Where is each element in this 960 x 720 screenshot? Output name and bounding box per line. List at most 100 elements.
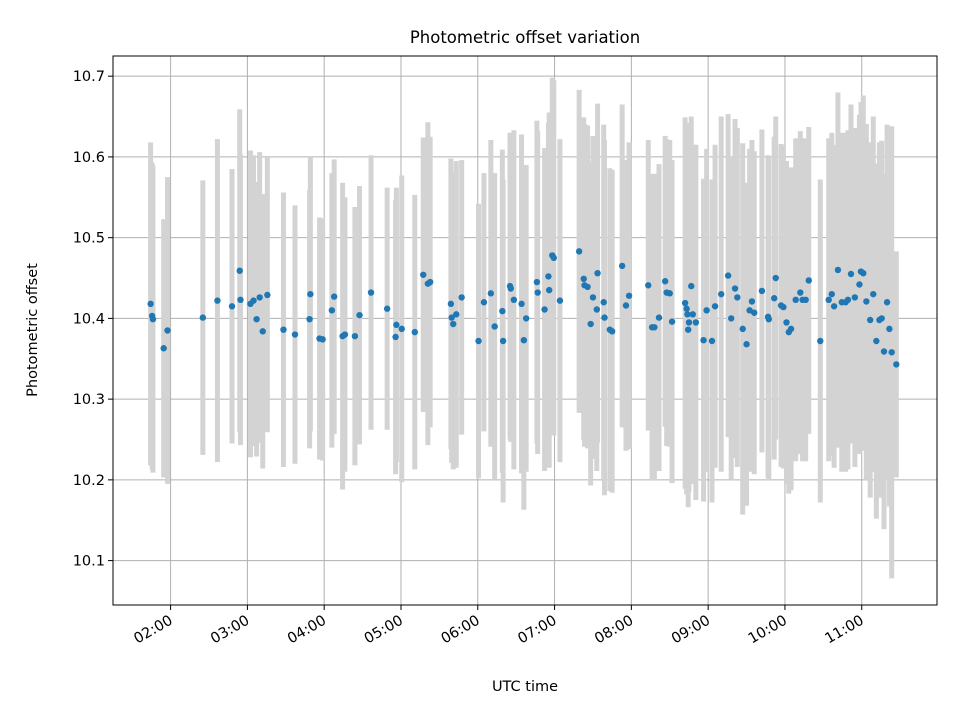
data-point	[685, 319, 693, 326]
data-point	[688, 282, 695, 290]
data-point	[545, 273, 552, 280]
y-tick-label: 10.4	[73, 311, 105, 327]
data-point	[589, 294, 597, 301]
data-point	[743, 341, 750, 348]
data-point	[259, 328, 266, 335]
y-axis-ticks: 10.1 10.2 10.3 10.4 10.5 10.6 10.7	[73, 69, 113, 570]
data-point	[584, 283, 591, 291]
data-point	[383, 305, 391, 312]
data-point	[491, 323, 498, 330]
data-point	[550, 254, 557, 262]
data-point	[666, 290, 673, 297]
data-point	[622, 302, 630, 309]
data-point	[711, 303, 719, 310]
data-point	[487, 290, 495, 297]
data-point	[411, 328, 419, 336]
data-point	[834, 266, 842, 274]
data-point	[420, 271, 427, 278]
data-point	[291, 331, 299, 338]
data-point	[600, 299, 607, 306]
data-point	[700, 336, 707, 344]
y-tick-label: 10.6	[73, 150, 105, 166]
data-point	[792, 296, 799, 304]
chart-title: Photometric offset variation	[410, 28, 640, 47]
data-point	[393, 321, 400, 329]
x-axis-label: UTC time	[492, 679, 558, 695]
data-point	[886, 325, 893, 333]
y-tick-label: 10.7	[73, 69, 105, 85]
data-point	[594, 269, 601, 277]
data-point	[873, 337, 880, 345]
data-point	[147, 300, 154, 308]
data-point	[475, 337, 482, 345]
data-point	[458, 294, 465, 301]
data-point	[739, 325, 746, 333]
data-point	[214, 297, 221, 304]
data-point	[780, 303, 787, 311]
data-point	[828, 290, 835, 298]
data-point	[330, 293, 338, 300]
data-point	[817, 337, 824, 345]
data-point	[692, 319, 700, 326]
data-point	[731, 285, 739, 292]
data-point	[863, 298, 870, 305]
data-point	[797, 289, 804, 296]
data-point	[237, 296, 244, 304]
data-point	[844, 296, 852, 304]
data-point	[883, 299, 891, 306]
data-point	[575, 248, 583, 255]
data-point	[772, 274, 779, 282]
data-point	[534, 289, 541, 296]
y-tick-label: 10.1	[73, 554, 105, 570]
data-point	[645, 282, 652, 289]
data-point	[448, 314, 455, 321]
data-point	[160, 345, 167, 352]
data-point	[398, 325, 405, 333]
data-point	[256, 294, 263, 301]
data-point	[319, 336, 326, 343]
data-point	[783, 319, 790, 326]
data-point	[545, 286, 553, 294]
data-point	[541, 306, 548, 313]
data-point	[341, 331, 349, 338]
data-point	[556, 297, 564, 304]
y-tick-label: 10.2	[73, 473, 105, 489]
data-point	[661, 278, 669, 285]
data-point	[683, 305, 690, 312]
data-point	[880, 348, 888, 355]
data-point	[199, 314, 207, 321]
data-point	[684, 326, 692, 333]
y-tick-label: 10.5	[73, 231, 105, 247]
data-point	[250, 297, 257, 304]
data-point	[228, 303, 236, 310]
data-point	[618, 262, 626, 270]
data-point	[392, 333, 399, 341]
data-point	[426, 278, 434, 286]
data-point	[805, 277, 812, 284]
data-point	[520, 336, 528, 344]
data-point	[499, 307, 506, 315]
data-point	[307, 290, 314, 298]
data-point	[758, 287, 766, 295]
y-axis-label: Photometric offset	[25, 263, 41, 397]
data-point	[367, 289, 375, 296]
data-point	[601, 314, 608, 321]
data-point	[878, 315, 885, 322]
data-point	[149, 315, 157, 323]
data-point	[751, 309, 758, 316]
y-tick-label: 10.3	[73, 392, 105, 408]
data-point	[480, 299, 488, 306]
data-point	[264, 291, 271, 299]
data-point	[593, 306, 601, 313]
data-point	[787, 325, 795, 333]
data-point	[830, 303, 838, 310]
data-point	[447, 300, 455, 308]
data-point	[449, 320, 457, 328]
data-point	[306, 315, 313, 323]
data-point	[351, 332, 359, 340]
data-point	[625, 292, 633, 299]
data-point	[888, 349, 895, 356]
data-point	[587, 320, 594, 328]
data-point	[253, 315, 260, 323]
